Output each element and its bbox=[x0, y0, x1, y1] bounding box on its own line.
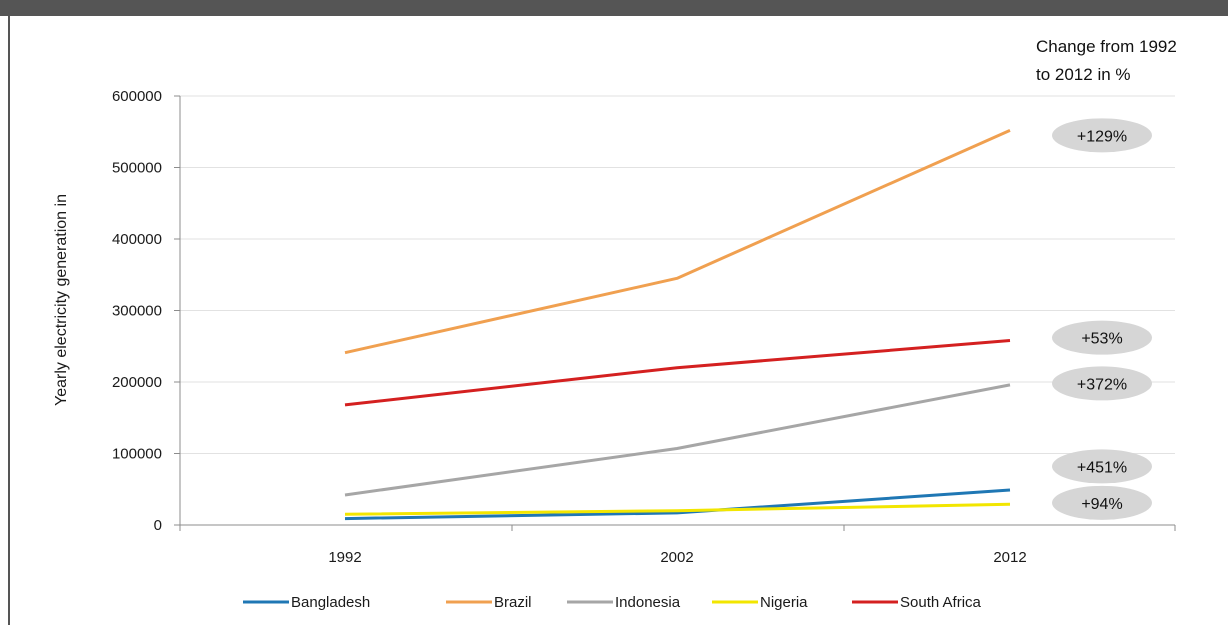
y-tick-label: 600000 bbox=[112, 88, 162, 105]
change-badge-label: +94% bbox=[1081, 496, 1122, 513]
y-axis-label: Yearly electricity generation in bbox=[53, 194, 70, 406]
y-axis-ticks: 0 100000 200000 300000 400000 500000 600000 bbox=[112, 88, 162, 534]
change-badge bbox=[1052, 366, 1152, 401]
y-tick-label: 0 bbox=[154, 517, 162, 534]
change-badge bbox=[1052, 320, 1152, 355]
top-border-bar bbox=[0, 0, 1228, 16]
change-note-line-1: Change from 1992 bbox=[1036, 37, 1177, 56]
series-line-indonesia bbox=[344, 383, 1011, 497]
series-line-brazil bbox=[344, 128, 1011, 355]
change-note-line-2: to 2012 in % bbox=[1036, 65, 1131, 84]
change-badge bbox=[1052, 449, 1152, 484]
change-badge bbox=[1052, 118, 1152, 153]
change-badge-label: +129% bbox=[1077, 128, 1127, 145]
y-tick-label: 100000 bbox=[112, 446, 162, 463]
y-tick-label: 500000 bbox=[112, 160, 162, 177]
legend-label: Bangladesh bbox=[291, 594, 370, 611]
series-line-bangladesh bbox=[344, 488, 1011, 521]
change-badge bbox=[1052, 485, 1152, 520]
legend-label: Nigeria bbox=[760, 594, 808, 611]
series-lines bbox=[344, 128, 1011, 521]
y-tick-label: 400000 bbox=[112, 231, 162, 248]
legend-label: Indonesia bbox=[615, 594, 681, 611]
legend-label: South Africa bbox=[900, 594, 982, 611]
change-badge-label: +372% bbox=[1077, 376, 1127, 393]
series-line-south-africa bbox=[344, 339, 1011, 407]
change-badge-label: +451% bbox=[1077, 459, 1127, 476]
series-line-nigeria bbox=[344, 502, 1011, 516]
legend-label: Brazil bbox=[494, 594, 532, 611]
x-tick-label: 2002 bbox=[660, 549, 693, 566]
y-tick-label: 300000 bbox=[112, 303, 162, 320]
change-badges: +129% +53% +372% +451% +94% bbox=[1052, 118, 1152, 520]
x-tick-label: 1992 bbox=[328, 549, 361, 566]
x-axis-ticks: 1992 2002 2012 bbox=[328, 549, 1026, 566]
gridlines bbox=[180, 95, 1175, 454]
y-tick-label: 200000 bbox=[112, 374, 162, 391]
left-border-bar bbox=[8, 16, 10, 625]
change-badge-label: +53% bbox=[1081, 331, 1122, 348]
axes bbox=[174, 95, 1176, 531]
x-tick-label: 2012 bbox=[993, 549, 1026, 566]
legend: Bangladesh Brazil Indonesia Nigeria South Af… bbox=[243, 594, 982, 611]
